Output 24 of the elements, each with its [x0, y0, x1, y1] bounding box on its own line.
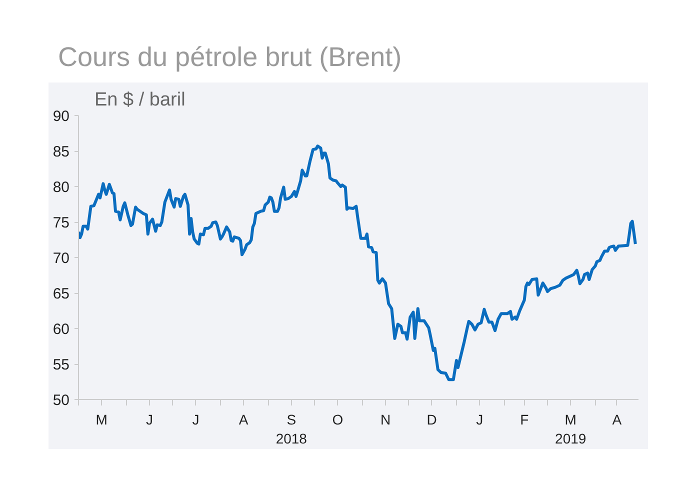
x-tick-label: J [146, 412, 153, 428]
x-tick-label: F [520, 412, 529, 428]
x-tick-label: J [476, 412, 484, 428]
chart-title: Cours du pétrole brut (Brent) [58, 41, 402, 74]
line-series [78, 144, 637, 382]
x-tick-label: O [332, 412, 344, 428]
y-tick-label: 85 [52, 144, 70, 160]
x-tick-label: M 2019 [555, 412, 586, 447]
y-tick-label: 75 [52, 214, 70, 232]
y-axis-title: En $ / baril [94, 90, 186, 110]
x-tick-label: J [192, 412, 200, 428]
y-tick-label: 80 [52, 179, 70, 196]
y-tick-label: 90 [52, 108, 70, 125]
x-tick-label: D [426, 412, 437, 428]
x-tick-label: M [96, 412, 108, 428]
x-tick-label: A [612, 412, 622, 428]
x-tick-label: N [380, 412, 391, 428]
y-tick-label: 55 [52, 356, 70, 374]
x-tick-label: A [238, 412, 249, 428]
y-tick-label: 60 [52, 321, 70, 338]
y-tick-label: 65 [52, 286, 70, 302]
x-tick-label: S 2018 [276, 412, 308, 447]
y-tick-label: 50 [52, 392, 70, 409]
y-tick-label: 70 [52, 250, 70, 267]
